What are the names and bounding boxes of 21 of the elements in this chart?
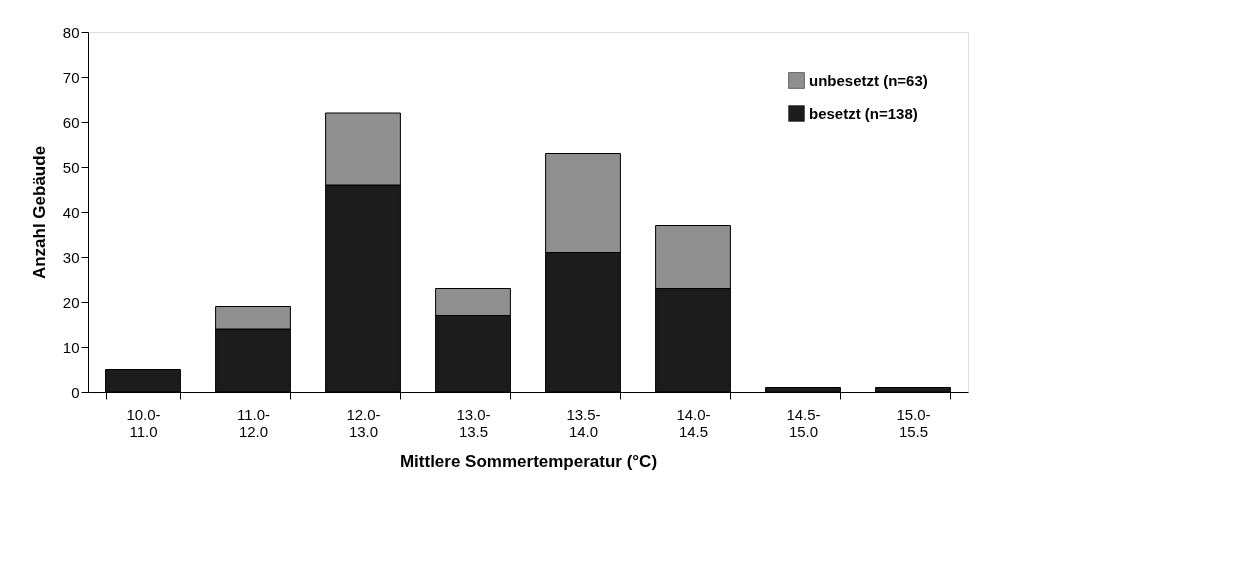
x-tick-label: 13.0- 13.5 xyxy=(456,405,491,440)
x-tick-label: 14.0- 14.5 xyxy=(676,405,711,440)
x-tick-label: 14.5- 15.0 xyxy=(786,405,821,440)
y-tick-label: 20 xyxy=(62,293,80,311)
y-tick-label: 60 xyxy=(62,113,80,131)
y-tick-label: 50 xyxy=(62,158,80,176)
y-tick-label: 80 xyxy=(62,23,80,41)
legend-label: unbesetzt (n=63) xyxy=(809,71,928,89)
y-tick-label: 10 xyxy=(62,338,80,356)
legend-label: besetzt (n=138) xyxy=(809,104,918,122)
y-tick-label: 70 xyxy=(62,68,80,86)
x-tick-label: 13.5- 14.0 xyxy=(566,405,601,440)
x-tick-label: 10.0- 11.0 xyxy=(126,405,161,440)
y-tick-label: 0 xyxy=(71,383,80,401)
x-axis-title: Mittlere Sommertemperatur (°C) xyxy=(399,451,658,471)
x-tick-label: 11.0- 12.0 xyxy=(236,405,271,440)
y-tick-label: 30 xyxy=(62,248,80,266)
x-tick-label: 15.0- 15.5 xyxy=(896,405,931,440)
x-tick-label: 12.0- 13.0 xyxy=(346,405,381,440)
y-tick-label: 40 xyxy=(62,203,80,221)
y-axis-title: Anzahl Gebäude xyxy=(29,145,49,280)
